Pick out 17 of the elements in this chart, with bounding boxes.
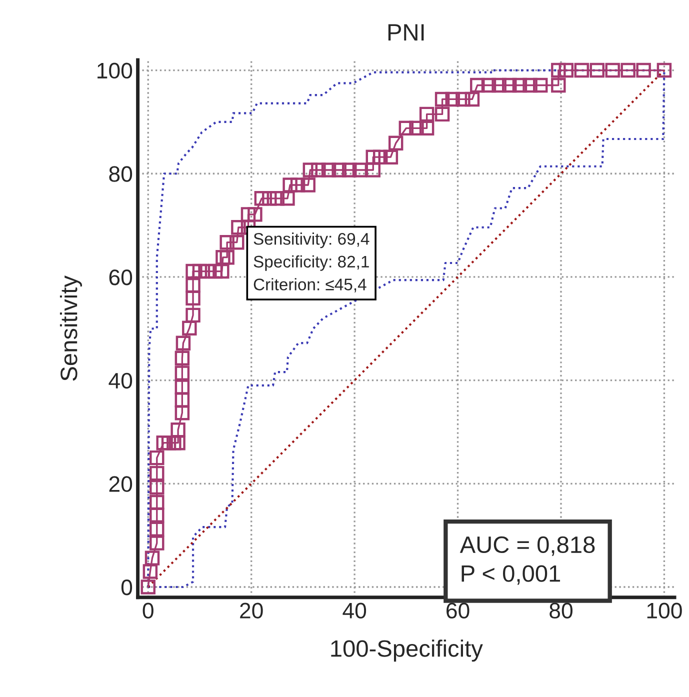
y-axis-title: Sensitivity [60,276,82,381]
x-tick-label: 40 [342,602,366,619]
y-tick-label: 20 [109,476,132,492]
x-tick-label: 0 [142,602,154,619]
annotation: AUC = 0,818 P < 0,001 [460,536,595,585]
x-axis-title: 100-Specificity [331,640,483,662]
x-tick-label: 60 [446,602,470,619]
x-tick-label: 80 [550,602,572,619]
y-tick-label: 60 [109,270,132,286]
x-tick-label: 100 [647,602,682,619]
chart-title: PNI [388,24,424,40]
x-tick-label: 20 [240,602,263,619]
y-tick-label: 40 [108,372,132,389]
y-tick-label: 80 [109,166,132,182]
y-tick-label: 0 [121,580,132,596]
annotation: Sensitivity: 69,4 Specificity: 82,1 Criterion: ≤45,4 [254,232,370,292]
y-tick-label: 100 [98,62,132,79]
